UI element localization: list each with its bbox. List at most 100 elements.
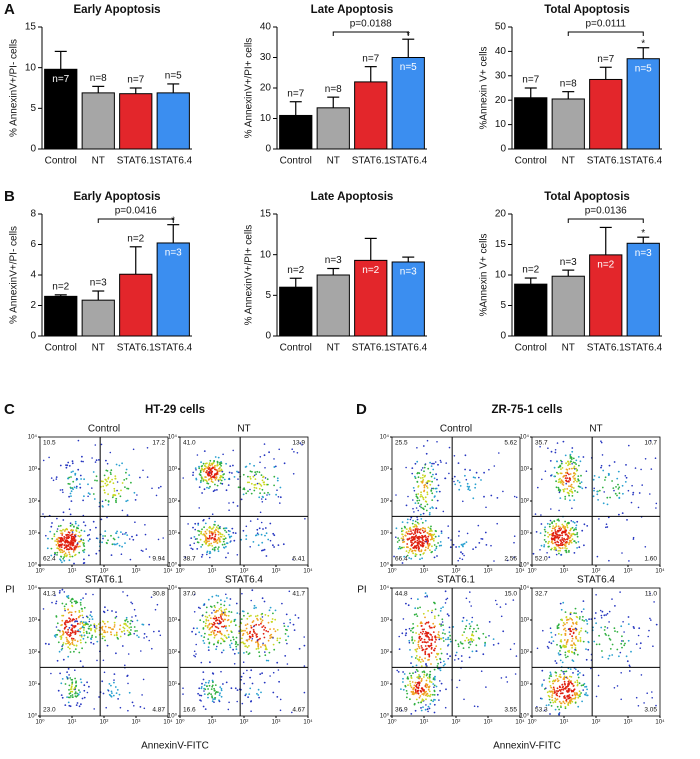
cell-event — [225, 637, 228, 640]
cell-event — [413, 613, 416, 616]
cell-event — [436, 478, 438, 481]
cell-event — [407, 495, 409, 498]
cell-event — [638, 492, 641, 494]
n-label: n=8 — [325, 84, 342, 95]
cell-event — [260, 533, 263, 536]
n-label: n=3 — [560, 257, 577, 268]
plot-frame — [531, 436, 661, 566]
cell-event — [586, 623, 589, 625]
cell-event — [559, 659, 562, 662]
cell-event — [428, 677, 431, 680]
cell-event — [616, 477, 619, 480]
cell-event — [56, 633, 59, 636]
cell-event — [109, 694, 112, 697]
n-label: n=2 — [362, 265, 379, 276]
cell-event — [226, 542, 229, 545]
cell-event — [408, 549, 411, 552]
cell-event — [557, 518, 560, 521]
cell-event — [420, 469, 423, 471]
cell-event — [267, 621, 270, 624]
cell-event — [556, 678, 559, 680]
cell-event — [422, 648, 424, 651]
cell-event — [420, 506, 423, 509]
y-tick-label: 10 — [260, 113, 272, 124]
cell-event — [405, 504, 408, 507]
cell-event — [205, 681, 207, 684]
cell-event — [579, 482, 581, 485]
cell-event — [473, 705, 476, 707]
cell-event — [427, 467, 430, 470]
cell-event — [125, 616, 128, 619]
cell-event — [430, 648, 433, 650]
cell-event — [417, 598, 419, 601]
cell-event — [414, 657, 417, 659]
cell-event — [417, 528, 419, 530]
cell-event — [77, 535, 80, 537]
cell-event — [515, 655, 518, 657]
cell-event — [115, 532, 118, 535]
cell-event — [559, 645, 562, 648]
cell-event — [95, 459, 98, 462]
cell-event — [554, 451, 557, 454]
cell-event — [601, 454, 604, 456]
cell-event — [73, 618, 75, 621]
cell-event — [88, 632, 91, 635]
cell-event — [435, 473, 437, 476]
cell-event — [585, 658, 588, 661]
cell-event — [215, 529, 218, 532]
cell-event — [620, 625, 623, 628]
cell-event — [632, 491, 635, 494]
cell-event — [80, 641, 82, 644]
cell-event — [62, 528, 64, 531]
cell-event — [497, 642, 500, 645]
cell-event — [65, 539, 68, 542]
cell-event — [465, 478, 468, 481]
cell-event — [567, 697, 570, 700]
cell-event — [125, 468, 128, 471]
cell-event — [469, 643, 472, 646]
cell-event — [410, 686, 413, 689]
cell-event — [67, 668, 70, 670]
density-plot — [182, 442, 306, 561]
cell-event — [557, 525, 560, 528]
cell-event — [213, 460, 216, 463]
cell-event — [564, 630, 567, 632]
cell-event — [493, 560, 495, 562]
bar — [626, 242, 660, 337]
cell-event — [242, 661, 245, 663]
cell-event — [115, 499, 117, 502]
cell-event — [582, 684, 584, 687]
cell-event — [208, 536, 211, 539]
y-tick-label: 10³ — [380, 467, 389, 473]
cell-event — [436, 441, 438, 443]
cell-event — [637, 634, 640, 637]
cell-event — [573, 651, 576, 654]
cell-event — [532, 552, 535, 555]
cell-event — [426, 677, 429, 679]
cell-event — [431, 545, 433, 548]
cell-event — [551, 696, 553, 699]
cell-event — [429, 693, 432, 696]
cell-event — [283, 462, 286, 465]
cell-event — [593, 640, 596, 643]
cell-event — [461, 552, 464, 555]
cell-event — [249, 477, 252, 480]
cell-event — [204, 476, 207, 478]
cell-event — [425, 686, 428, 689]
cell-event — [619, 591, 621, 593]
cell-event — [414, 520, 417, 523]
cell-event — [70, 690, 72, 693]
cell-event — [227, 614, 230, 617]
cell-event — [113, 621, 116, 624]
cell-event — [624, 481, 627, 483]
cell-event — [577, 478, 579, 480]
cell-event — [569, 702, 572, 705]
cell-event — [426, 692, 429, 695]
cell-event — [605, 614, 607, 616]
cell-event — [416, 521, 419, 524]
cell-event — [106, 483, 109, 486]
cell-event — [574, 468, 576, 470]
cell-event — [264, 477, 267, 479]
cell-event — [563, 639, 566, 641]
